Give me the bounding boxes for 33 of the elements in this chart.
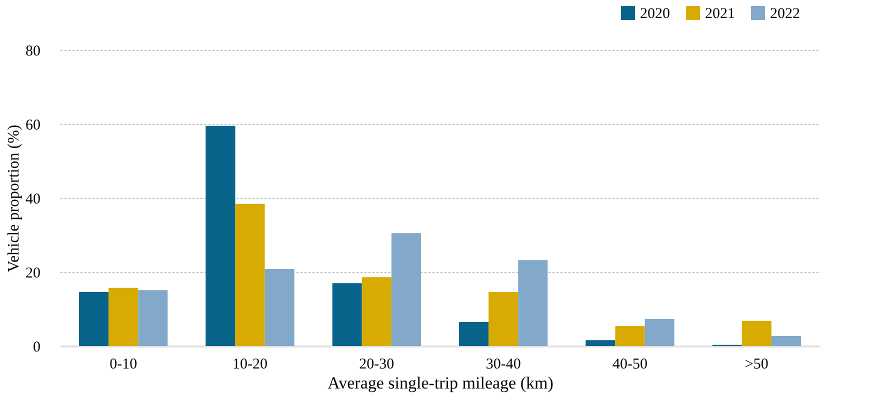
y-tick-label: 20 bbox=[26, 266, 40, 282]
bar bbox=[615, 326, 645, 346]
bar bbox=[488, 292, 518, 346]
bar bbox=[742, 320, 772, 346]
legend-label: 2020 bbox=[640, 6, 670, 22]
bar bbox=[138, 290, 168, 346]
x-tick-label: 40-50 bbox=[612, 356, 648, 372]
bar bbox=[206, 126, 236, 346]
x-axis-title: Average single-trip mileage (km) bbox=[328, 374, 554, 392]
y-axis-title: Vehicle proportion (%) bbox=[6, 124, 22, 272]
x-tick-label: 10-20 bbox=[232, 356, 268, 372]
bar bbox=[644, 318, 674, 346]
bar bbox=[332, 283, 362, 346]
bar bbox=[518, 260, 548, 346]
x-tick-label: 30-40 bbox=[486, 356, 521, 372]
bar bbox=[391, 233, 421, 346]
x-tick-label: >50 bbox=[744, 356, 768, 372]
bar bbox=[459, 322, 489, 346]
x-tick-label: 20-30 bbox=[359, 356, 394, 372]
legend-label: 2022 bbox=[770, 6, 800, 22]
bar bbox=[586, 340, 616, 346]
bar bbox=[235, 204, 265, 346]
bar bbox=[108, 288, 138, 346]
bar bbox=[264, 269, 294, 346]
x-tick-label: 0-10 bbox=[110, 356, 138, 372]
bar bbox=[771, 336, 801, 346]
bar bbox=[362, 277, 392, 346]
bar bbox=[79, 292, 109, 346]
y-tick-label: 40 bbox=[26, 192, 40, 208]
y-tick-label: 0 bbox=[33, 340, 40, 356]
legend-label: 2021 bbox=[705, 6, 735, 22]
y-tick-label: 80 bbox=[26, 44, 40, 60]
y-tick-label: 60 bbox=[26, 118, 40, 134]
